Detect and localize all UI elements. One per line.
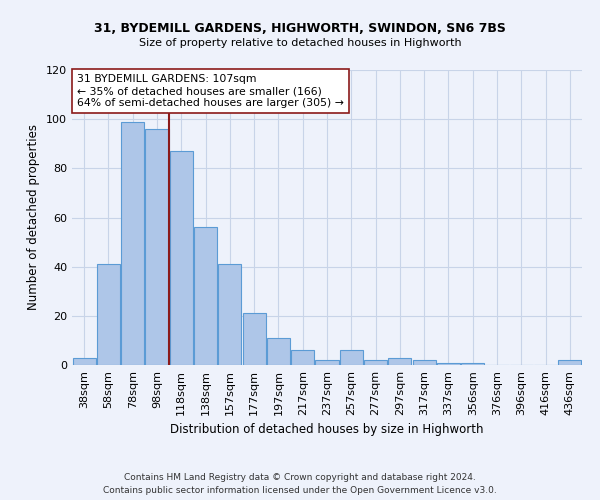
Y-axis label: Number of detached properties: Number of detached properties: [28, 124, 40, 310]
Bar: [121, 122, 144, 365]
Bar: [461, 362, 484, 365]
Bar: [170, 151, 193, 365]
Bar: [145, 129, 169, 365]
Bar: [242, 314, 266, 365]
Bar: [316, 360, 338, 365]
Bar: [97, 264, 120, 365]
Bar: [340, 350, 363, 365]
Text: 31, BYDEMILL GARDENS, HIGHWORTH, SWINDON, SN6 7BS: 31, BYDEMILL GARDENS, HIGHWORTH, SWINDON…: [94, 22, 506, 36]
Text: Size of property relative to detached houses in Highworth: Size of property relative to detached ho…: [139, 38, 461, 48]
Bar: [194, 228, 217, 365]
Bar: [388, 358, 412, 365]
Bar: [291, 350, 314, 365]
Bar: [437, 362, 460, 365]
X-axis label: Distribution of detached houses by size in Highworth: Distribution of detached houses by size …: [170, 424, 484, 436]
Bar: [559, 360, 581, 365]
Bar: [267, 338, 290, 365]
Bar: [364, 360, 387, 365]
Bar: [218, 264, 241, 365]
Text: Contains HM Land Registry data © Crown copyright and database right 2024.: Contains HM Land Registry data © Crown c…: [124, 472, 476, 482]
Text: Contains public sector information licensed under the Open Government Licence v3: Contains public sector information licen…: [103, 486, 497, 495]
Text: 31 BYDEMILL GARDENS: 107sqm
← 35% of detached houses are smaller (166)
64% of se: 31 BYDEMILL GARDENS: 107sqm ← 35% of det…: [77, 74, 344, 108]
Bar: [413, 360, 436, 365]
Bar: [73, 358, 95, 365]
